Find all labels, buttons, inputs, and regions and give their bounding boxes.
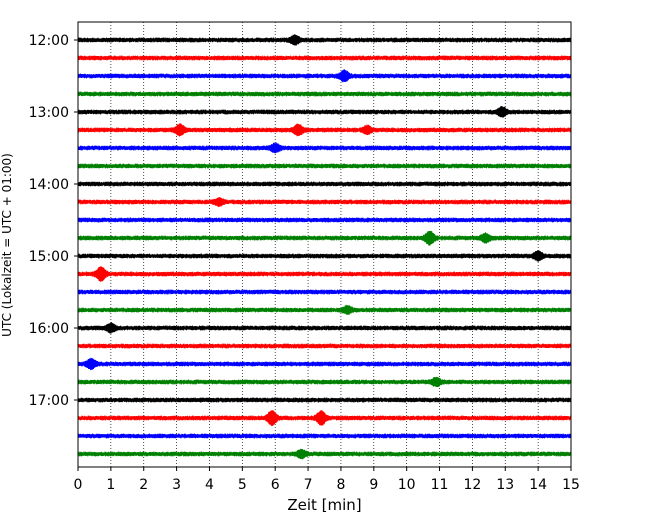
trace-line xyxy=(77,181,572,187)
trace-line xyxy=(77,123,572,137)
trace-line xyxy=(77,91,572,97)
x-tick-label: 8 xyxy=(336,477,345,493)
plot-frame xyxy=(77,21,572,468)
trace-line xyxy=(77,163,572,169)
trace-line xyxy=(77,357,572,371)
x-tick-label: 0 xyxy=(74,477,83,493)
trace-line xyxy=(77,289,572,295)
trace-series xyxy=(77,34,572,460)
trace-line xyxy=(77,397,572,403)
x-tick-label: 14 xyxy=(529,477,547,493)
y-axis-label: UTC (Lokalzeit = UTC + 01:00) xyxy=(0,153,14,337)
trace-line xyxy=(77,304,572,315)
x-tick-label: 10 xyxy=(398,477,416,493)
x-tick-label: 3 xyxy=(172,477,181,493)
x-axis-label: Zeit [min] xyxy=(287,496,361,514)
trace-line xyxy=(77,410,572,427)
x-tick-label: 5 xyxy=(238,477,247,493)
trace-line xyxy=(77,55,572,61)
y-tick-label: 12:00 xyxy=(29,33,69,49)
trace-line xyxy=(77,217,572,223)
trace-line xyxy=(77,196,572,207)
x-tick-label: 13 xyxy=(496,477,514,493)
y-tick-label: 16:00 xyxy=(29,321,69,337)
trace-line xyxy=(77,448,572,460)
x-tick-label: 4 xyxy=(205,477,214,493)
trace-line xyxy=(77,230,572,246)
x-tick-label: 2 xyxy=(139,477,148,493)
trace-line xyxy=(77,322,572,334)
trace-line xyxy=(77,34,572,46)
trace-line xyxy=(77,343,572,349)
trace-line xyxy=(77,69,572,83)
trace-line xyxy=(77,105,572,118)
trace-line xyxy=(77,250,572,262)
y-axis-ticks: 12:00 13:00 14:00 15:00 16:00 17:00 xyxy=(29,33,78,409)
x-tick-label: 15 xyxy=(562,477,580,493)
x-tick-label: 11 xyxy=(431,477,449,493)
trace-line xyxy=(77,266,572,282)
y-tick-label: 14:00 xyxy=(29,177,69,193)
y-tick-label: 17:00 xyxy=(29,393,69,409)
x-axis-ticks: 0 1 2 3 4 5 6 7 8 9 10 11 12 13 14 15 xyxy=(74,467,580,493)
y-tick-label: 15:00 xyxy=(29,249,69,265)
trace-line xyxy=(77,142,572,154)
x-tick-label: 9 xyxy=(369,477,378,493)
x-tick-label: 6 xyxy=(271,477,280,493)
grid-lines xyxy=(110,22,539,467)
y-tick-label: 13:00 xyxy=(29,105,69,121)
x-tick-label: 1 xyxy=(106,477,115,493)
x-tick-label: 7 xyxy=(304,477,313,493)
trace-line xyxy=(77,433,572,439)
trace-line xyxy=(77,376,572,388)
x-tick-label: 12 xyxy=(463,477,481,493)
